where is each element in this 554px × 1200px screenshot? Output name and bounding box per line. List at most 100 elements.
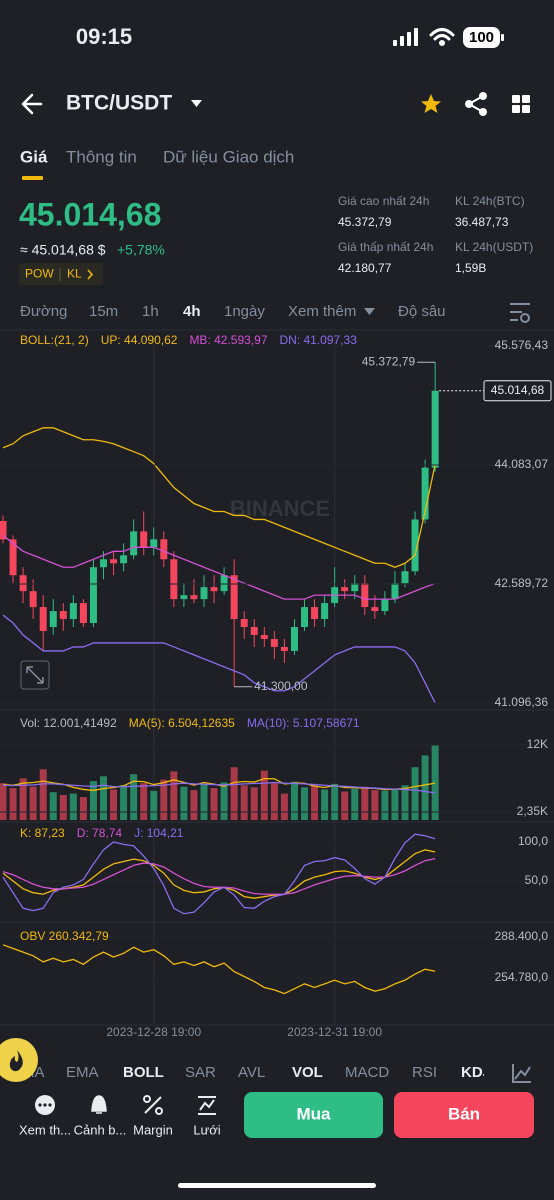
stat-label: Giá cao nhất 24h bbox=[338, 194, 429, 208]
alert-icon[interactable] bbox=[91, 1095, 107, 1114]
y-tick-label: 42.589,72 bbox=[495, 576, 549, 590]
volume-bar bbox=[351, 788, 359, 820]
y-tick-label: 254.780,0 bbox=[495, 970, 549, 984]
candle-body bbox=[381, 599, 389, 612]
indicator[interactable]: MACD bbox=[345, 1064, 389, 1081]
last-price: 45.014,68 bbox=[19, 196, 161, 232]
volume-bar bbox=[260, 770, 268, 820]
legend-label: MA(10): 5.107,58671 bbox=[247, 716, 360, 730]
expand-button[interactable] bbox=[20, 660, 50, 690]
candle-body bbox=[431, 390, 439, 468]
indicator-active[interactable]: KDJ bbox=[461, 1064, 491, 1081]
y-tick-label: 12K bbox=[527, 737, 548, 751]
legend-label: OBV 260.342,79 bbox=[20, 929, 109, 943]
interval[interactable]: Đường bbox=[20, 303, 67, 320]
indicator-settings[interactable] bbox=[512, 1064, 531, 1083]
candle-body bbox=[290, 627, 298, 651]
volume-bar bbox=[160, 779, 168, 820]
candle-body bbox=[411, 519, 419, 572]
volume-bar bbox=[69, 793, 77, 820]
grid-icon[interactable] bbox=[512, 95, 530, 113]
volume-bar bbox=[431, 744, 439, 820]
candle-body bbox=[69, 603, 77, 620]
volume-bar bbox=[140, 783, 148, 820]
clock: 09:15 bbox=[76, 24, 132, 49]
tag-box[interactable] bbox=[19, 263, 103, 285]
volume-bar bbox=[180, 786, 188, 820]
action-label[interactable]: Cảnh b... bbox=[74, 1122, 127, 1137]
tag[interactable]: POW bbox=[25, 267, 54, 281]
tab-active[interactable]: Giá bbox=[20, 147, 48, 166]
interval[interactable]: 1h bbox=[142, 303, 159, 320]
tag[interactable]: KL bbox=[67, 267, 82, 281]
sell-label[interactable]: Bán bbox=[448, 1104, 480, 1123]
grid-bot-icon[interactable] bbox=[198, 1096, 216, 1115]
volume-bar bbox=[29, 786, 37, 820]
candle-body bbox=[361, 583, 369, 608]
approx-price: ≈ 45.014,68 $ bbox=[20, 242, 106, 258]
candle-body bbox=[110, 559, 118, 564]
action-label[interactable]: Lưới bbox=[193, 1122, 220, 1137]
interval-more[interactable]: Xem thêm bbox=[288, 303, 356, 320]
volume-bar bbox=[130, 774, 138, 820]
volume-bar bbox=[301, 787, 308, 820]
volume-bar bbox=[381, 790, 389, 820]
tag-chevron bbox=[87, 269, 94, 280]
more-dropdown[interactable] bbox=[364, 308, 375, 315]
sell-button[interactable] bbox=[394, 1092, 534, 1138]
indicator[interactable]: SAR bbox=[185, 1064, 216, 1081]
share-icon[interactable] bbox=[465, 92, 487, 116]
interval[interactable]: Độ sâu bbox=[398, 303, 446, 320]
action-label[interactable]: Xem th... bbox=[19, 1122, 71, 1137]
favorite-star[interactable] bbox=[421, 94, 441, 113]
candle-body bbox=[351, 583, 359, 592]
legend-label: J: 104,21 bbox=[134, 826, 184, 840]
more-icon[interactable] bbox=[35, 1095, 55, 1115]
volume-bar bbox=[170, 771, 178, 820]
candle-body bbox=[29, 591, 37, 608]
indicator-line bbox=[2, 614, 436, 704]
candle-body bbox=[39, 607, 47, 631]
legend-label: BOLL:(21, 2) bbox=[20, 333, 89, 347]
interval[interactable]: 1ngày bbox=[224, 303, 265, 320]
chart-settings[interactable] bbox=[510, 303, 530, 323]
volume-bar bbox=[190, 790, 198, 820]
indicator-line bbox=[2, 833, 436, 915]
indicator[interactable]: EMA bbox=[66, 1064, 99, 1081]
y-tick-label: 288.400,0 bbox=[495, 929, 549, 943]
volume-bar bbox=[210, 788, 218, 820]
buy-label[interactable]: Mua bbox=[297, 1104, 332, 1123]
legend-label: D: 78,74 bbox=[77, 826, 123, 840]
back-button[interactable] bbox=[21, 93, 43, 115]
pair-dropdown[interactable] bbox=[191, 100, 202, 107]
indicator-active[interactable]: VOL bbox=[292, 1064, 323, 1081]
candle-body bbox=[19, 575, 27, 592]
stat-label: KL 24h(USDT) bbox=[455, 240, 533, 254]
volume-bar bbox=[361, 786, 369, 820]
watermark: BINANCE bbox=[230, 496, 330, 521]
margin-icon[interactable] bbox=[143, 1095, 163, 1115]
indicator-line bbox=[2, 427, 436, 568]
volume-bar bbox=[89, 781, 97, 820]
candle-body bbox=[220, 575, 228, 592]
candle-body bbox=[401, 571, 409, 584]
pair-title[interactable]: BTC/USDT bbox=[66, 92, 172, 115]
high-label: 45.372,79 bbox=[362, 354, 416, 368]
indicator-active[interactable]: BOLL bbox=[123, 1064, 164, 1081]
volume-bar bbox=[411, 767, 419, 820]
battery bbox=[463, 27, 500, 48]
charts: 2023-12-28 19:00 2023-12-31 19:00 45.576,4… bbox=[0, 333, 554, 1039]
buy-button[interactable] bbox=[244, 1092, 383, 1138]
tab[interactable]: Thông tin bbox=[66, 147, 137, 166]
volume-bar bbox=[421, 755, 429, 820]
interval-active[interactable]: 4h bbox=[183, 303, 201, 320]
candle-body bbox=[341, 587, 349, 592]
low-label: 41.300,00 bbox=[254, 679, 308, 693]
action-label[interactable]: Margin bbox=[133, 1122, 173, 1137]
candle-body bbox=[49, 611, 57, 628]
volume-bar bbox=[0, 783, 7, 820]
indicator[interactable]: AVL bbox=[238, 1064, 265, 1081]
interval[interactable]: 15m bbox=[89, 303, 118, 320]
indicator[interactable]: RSI bbox=[412, 1064, 437, 1081]
tab[interactable]: Dữ liệu Giao dịch bbox=[163, 147, 294, 166]
